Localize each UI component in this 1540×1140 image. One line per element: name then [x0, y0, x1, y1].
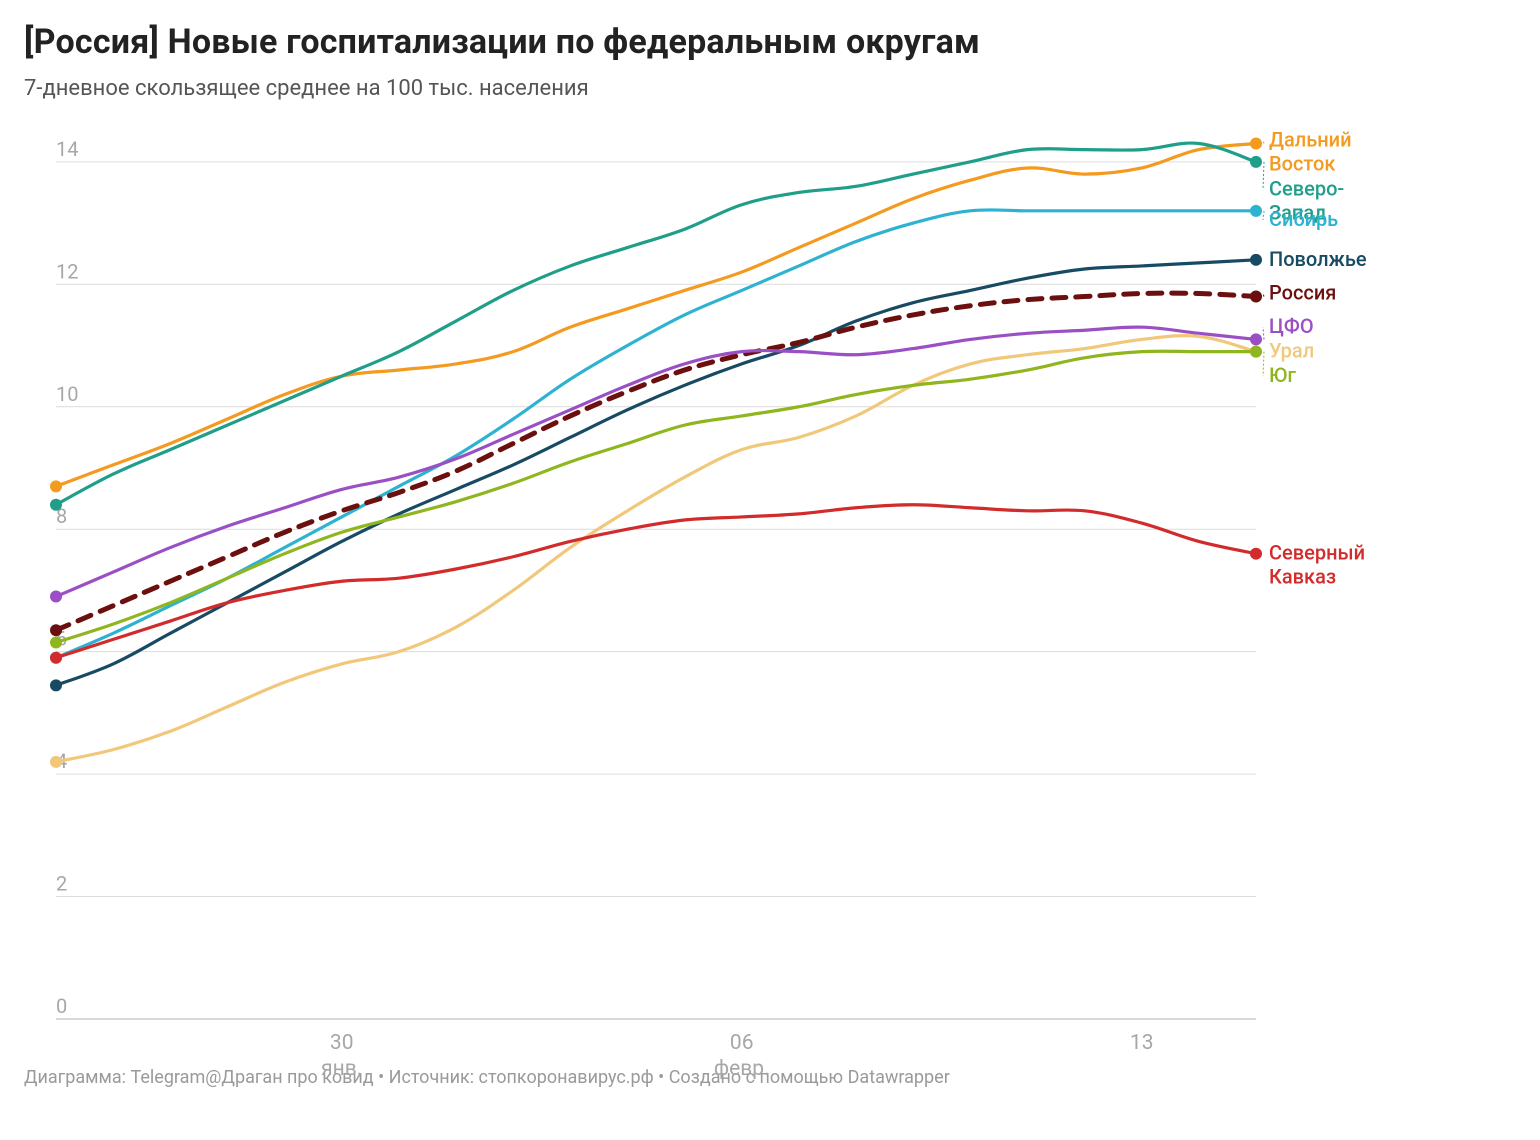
y-tick-label: 0: [56, 994, 67, 1018]
legend-label-russia: Россия: [1269, 280, 1336, 304]
legend-label2-caucasus: Кавказ: [1269, 565, 1336, 589]
y-tick-label: 10: [56, 382, 78, 406]
legend-label-volga: Поволжье: [1269, 247, 1367, 271]
series-volga: [56, 260, 1256, 686]
legend-label-cfo: ЦФО: [1269, 314, 1314, 338]
marker-end: [1250, 254, 1262, 266]
y-tick-label: 14: [56, 137, 78, 161]
x-tick-day: 06: [730, 1031, 754, 1055]
legend-label-siberia: Сибирь: [1269, 207, 1338, 231]
chart-plot-area: 0246810121430янв.06февр.13ДальнийВостокС…: [24, 119, 1516, 1059]
marker-end: [1250, 548, 1262, 560]
x-tick-day: 30: [330, 1031, 354, 1055]
marker-start: [50, 499, 62, 511]
series-russia: [56, 293, 1256, 630]
legend-label-far_east: Дальний: [1269, 127, 1352, 151]
chart-container: [Россия] Новые госпитализации по федерал…: [0, 0, 1540, 1140]
x-tick-month: янв.: [321, 1057, 362, 1079]
marker-start: [50, 480, 62, 492]
x-tick-day: 13: [1130, 1031, 1154, 1055]
chart-svg: 0246810121430янв.06февр.13ДальнийВостокС…: [24, 119, 1516, 1079]
legend-label-northwest: Северо-: [1269, 176, 1344, 200]
legend-label2-far_east: Восток: [1269, 151, 1335, 175]
chart-title: [Россия] Новые госпитализации по федерал…: [24, 22, 1516, 62]
series-cfo: [56, 327, 1256, 596]
marker-start: [50, 624, 62, 636]
marker-start: [50, 652, 62, 664]
marker-start: [50, 679, 62, 691]
x-tick-month: февр.: [714, 1057, 770, 1079]
y-tick-label: 2: [56, 872, 67, 896]
marker-start: [50, 591, 62, 603]
series-ural: [56, 336, 1256, 762]
chart-subtitle: 7-дневное скользящее среднее на 100 тыс.…: [24, 76, 1516, 101]
legend-label-south: Юг: [1269, 363, 1296, 387]
marker-start: [50, 756, 62, 768]
legend-label-ural: Урал: [1269, 339, 1314, 363]
marker-start: [50, 636, 62, 648]
legend-label-caucasus: Северный: [1269, 541, 1365, 565]
y-tick-label: 12: [56, 259, 78, 283]
series-caucasus: [56, 505, 1256, 658]
series-northwest: [56, 143, 1256, 505]
